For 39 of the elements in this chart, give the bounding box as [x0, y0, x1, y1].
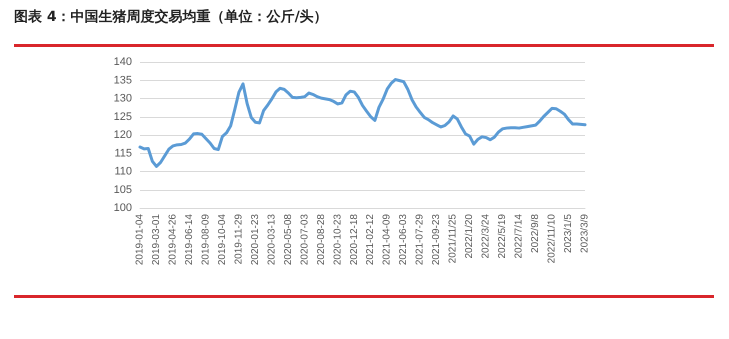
- y-tick-label: 140: [114, 56, 132, 68]
- x-tick-label: 2020-10-23: [332, 214, 344, 266]
- x-tick-label: 2023/1/5: [563, 214, 574, 253]
- y-tick-label: 105: [114, 184, 132, 196]
- x-tick-label: 2022/1/20: [464, 214, 476, 258]
- x-tick-label: 2019-06-14: [184, 214, 195, 266]
- y-tick-label: 130: [114, 92, 132, 104]
- x-tick-label: 2020-12-18: [348, 214, 360, 266]
- x-tick-label: 2022/3/24: [480, 214, 492, 258]
- y-tick-label: 125: [114, 110, 132, 123]
- x-tick-label: 2020-03-13: [266, 214, 278, 266]
- x-tick-label: 2019-01-04: [134, 214, 146, 266]
- x-tick-label: 2021-06-03: [398, 214, 410, 266]
- x-tick-label: 2021/11/25: [448, 214, 459, 264]
- line-series: [138, 78, 586, 168]
- x-tick-label: 2021-07-29: [414, 214, 426, 266]
- x-tick-label: 2022/5/19: [497, 214, 508, 258]
- x-tick-label: 2020-08-28: [316, 214, 327, 266]
- y-tick-label: 135: [114, 74, 132, 86]
- x-tick-label: 2023/3/9: [580, 214, 590, 253]
- x-tick-label: 2019-11-29: [233, 214, 244, 264]
- x-tick-label: 2019-04-26: [167, 214, 178, 266]
- x-tick-label: 2020-05-08: [282, 214, 294, 266]
- x-tick-label: 2020-01-23: [250, 214, 261, 266]
- x-tick-label: 2022/9/8: [530, 214, 542, 253]
- x-tick-label: 2022/7/14: [514, 214, 525, 258]
- x-tick-label: 2020-07-03: [299, 214, 310, 266]
- y-tick-label: 110: [114, 166, 132, 178]
- x-tick-label: 2021-04-09: [382, 214, 393, 266]
- x-tick-label: 2019-03-01: [150, 214, 162, 266]
- y-tick-label: 120: [114, 129, 132, 141]
- x-tick-label: 2021-09-23: [431, 214, 442, 266]
- x-tick-label: 2021-02-12: [365, 214, 376, 266]
- chart-title: 图表 4：中国生猪周度交易均重（单位：公斤/头）: [14, 8, 328, 26]
- y-tick-label: 115: [114, 147, 132, 160]
- x-tick-label: 2019-08-09: [200, 214, 212, 266]
- x-tick-label: 2019-10-04: [216, 214, 228, 266]
- y-tick-label: 100: [114, 202, 132, 214]
- x-tick-label: 2022/11/10: [546, 214, 558, 264]
